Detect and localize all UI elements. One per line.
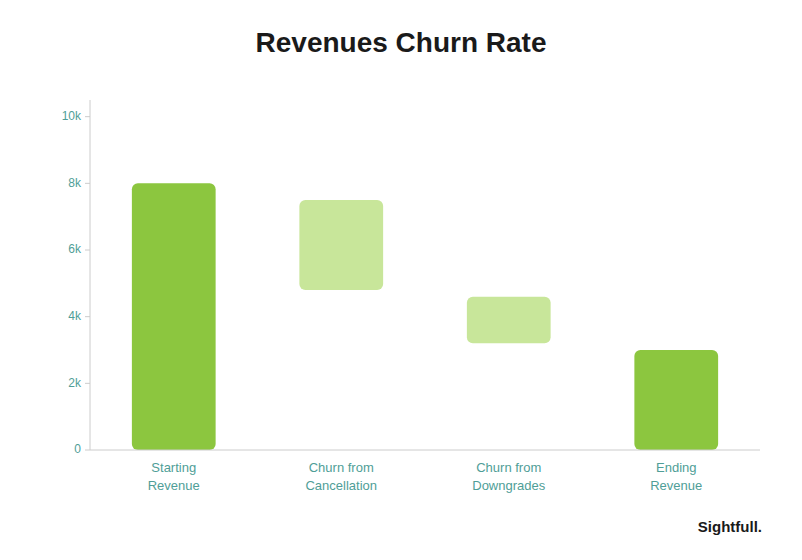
y-tick [85, 450, 90, 451]
x-tick-label-line: Revenue [650, 478, 702, 493]
y-tick [85, 116, 90, 117]
x-tick-label: Churn from Downgrades [472, 460, 545, 493]
y-tick [85, 316, 90, 317]
x-tick-label: Churn from Cancellation [305, 460, 377, 493]
y-tick-label: 6k [68, 242, 82, 256]
x-tick-label-line: Downgrades [472, 478, 545, 493]
x-tick-label-line: Starting [151, 460, 196, 475]
y-tick [85, 250, 90, 251]
x-tick-label: Starting Revenue [148, 460, 200, 493]
x-tick-label-line: Revenue [148, 478, 200, 493]
y-tick [85, 183, 90, 184]
bar [132, 183, 216, 450]
y-tick [85, 383, 90, 384]
x-tick-label-line: Cancellation [305, 478, 377, 493]
y-tick-label: 2k [68, 376, 82, 390]
title: Revenues Churn Rate [256, 27, 547, 58]
x-tick-label-line: Ending [656, 460, 696, 475]
bar [467, 297, 551, 344]
x-tick-label-line: Churn from [309, 460, 374, 475]
y-tick-label: 0 [74, 442, 81, 456]
x-tick-label-line: Churn from [476, 460, 541, 475]
x-tick-label: Ending Revenue [650, 460, 702, 493]
y-tick-label: 4k [68, 309, 82, 323]
y-tick-label: 10k [62, 109, 82, 123]
annotation: Sightfull. [698, 518, 762, 535]
y-tick-label: 8k [68, 176, 82, 190]
x-axis-line [90, 450, 760, 451]
bar [634, 350, 718, 450]
bar [299, 200, 383, 290]
y-axis-line [90, 100, 91, 450]
